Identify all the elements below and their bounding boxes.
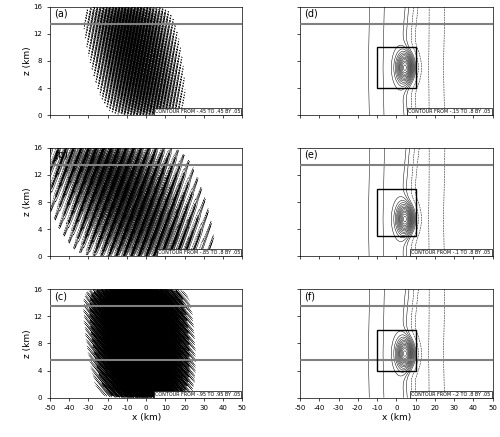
Text: (e): (e) — [304, 150, 318, 160]
Bar — [377, 47, 416, 88]
Text: (f): (f) — [304, 291, 315, 301]
Text: CONTOUR FROM -.15 TO .8 BY .05: CONTOUR FROM -.15 TO .8 BY .05 — [408, 109, 490, 114]
Bar — [377, 330, 416, 371]
Text: (a): (a) — [54, 9, 68, 19]
Text: CONTOUR FROM -.45 TO .45 BY .05: CONTOUR FROM -.45 TO .45 BY .05 — [155, 109, 240, 114]
Text: CONTOUR FROM -.95 TO .95 BY .05: CONTOUR FROM -.95 TO .95 BY .05 — [155, 392, 240, 397]
Y-axis label: z (km): z (km) — [23, 329, 32, 357]
Text: (c): (c) — [54, 291, 67, 301]
Bar — [377, 188, 416, 236]
X-axis label: x (km): x (km) — [382, 413, 411, 422]
Text: CONTOUR FROM -.85 TO .8 BY .05: CONTOUR FROM -.85 TO .8 BY .05 — [158, 250, 240, 255]
Y-axis label: z (km): z (km) — [23, 188, 32, 216]
Text: (b): (b) — [54, 150, 68, 160]
X-axis label: x (km): x (km) — [132, 413, 161, 422]
Y-axis label: z (km): z (km) — [23, 47, 32, 75]
Text: CONTOUR FROM -.1 TO .8 BY .05: CONTOUR FROM -.1 TO .8 BY .05 — [412, 250, 490, 255]
Text: (d): (d) — [304, 9, 318, 19]
Text: CONTOUR FROM -.2 TO .8 BY .05: CONTOUR FROM -.2 TO .8 BY .05 — [412, 392, 490, 397]
